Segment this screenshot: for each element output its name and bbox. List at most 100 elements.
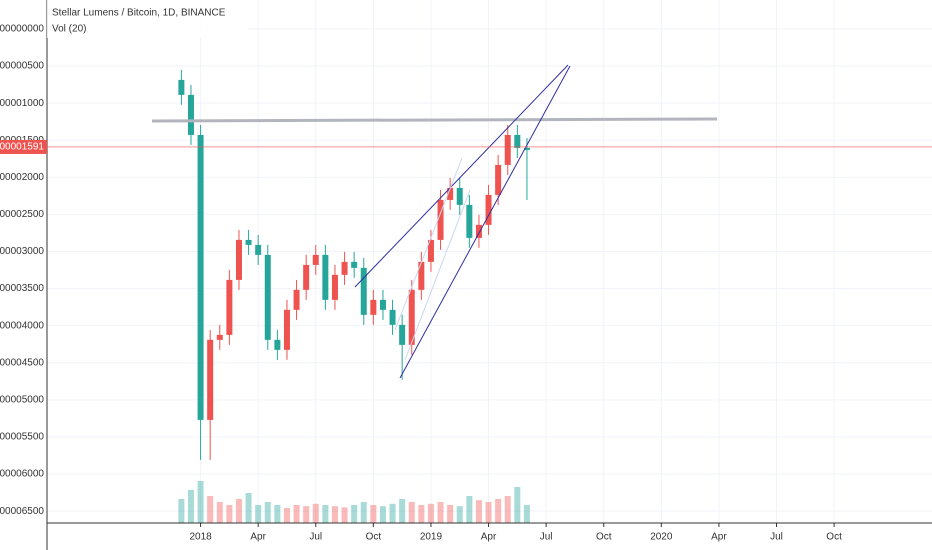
volume-bar bbox=[514, 487, 521, 523]
volume-label: Vol (20) bbox=[52, 24, 86, 35]
volume-bar bbox=[370, 505, 377, 523]
candle-body bbox=[216, 334, 223, 340]
y-tick-label: 0.00003500 bbox=[0, 283, 44, 294]
x-tick-label: Jul bbox=[540, 532, 553, 543]
volume-bar bbox=[351, 505, 358, 523]
candle-body bbox=[379, 299, 386, 310]
candle-body bbox=[235, 239, 242, 280]
candle-body bbox=[245, 239, 252, 245]
candle-body bbox=[504, 134, 511, 165]
volume-bar bbox=[283, 508, 290, 523]
volume-bar bbox=[341, 507, 348, 523]
candle-body bbox=[322, 254, 329, 300]
volume-bar bbox=[226, 505, 233, 523]
y-tick-label: 0.00003000 bbox=[0, 246, 44, 257]
volume-bar bbox=[303, 506, 310, 523]
candle-body bbox=[456, 187, 463, 205]
trend-line[interactable] bbox=[399, 65, 571, 379]
candle-body bbox=[331, 274, 338, 300]
candle-body bbox=[187, 94, 194, 135]
volume-bar bbox=[495, 499, 502, 523]
x-tick-label: Apr bbox=[481, 532, 497, 543]
candle-body bbox=[427, 239, 434, 262]
candle-body bbox=[341, 261, 348, 275]
y-tick-label: 0.00005500 bbox=[0, 432, 44, 443]
x-tick-label: Jul bbox=[309, 532, 322, 543]
trend-line[interactable] bbox=[404, 189, 471, 361]
volume-bar bbox=[293, 505, 300, 523]
chart-title: Stellar Lumens / Bitcoin, 1D, BINANCE bbox=[52, 8, 226, 19]
volume-bar bbox=[216, 502, 223, 523]
candle-body bbox=[514, 134, 521, 148]
candle-body bbox=[523, 147, 530, 150]
y-tick-label: 0.00000000 bbox=[0, 24, 44, 35]
y-tick-label: 0.00001000 bbox=[0, 98, 44, 109]
candle-body bbox=[207, 339, 214, 420]
y-tick-label: 0.00005000 bbox=[0, 394, 44, 405]
candle-body bbox=[408, 289, 415, 345]
candle-body bbox=[312, 254, 319, 265]
grid bbox=[47, 0, 932, 523]
volume-bar bbox=[178, 499, 185, 523]
x-tick-label: Apr bbox=[711, 532, 727, 543]
x-tick-label: 2020 bbox=[650, 532, 673, 543]
volume-bar bbox=[456, 506, 463, 523]
volume-bar bbox=[485, 502, 492, 523]
volume-bar bbox=[399, 499, 406, 523]
volume-bar bbox=[274, 505, 281, 523]
volume-bar bbox=[408, 502, 415, 523]
y-tick-label: 0.00006500 bbox=[0, 506, 44, 517]
volume-bar bbox=[187, 490, 194, 523]
volume-bar bbox=[322, 505, 329, 523]
horizontal-line[interactable] bbox=[151, 117, 718, 123]
candle-body bbox=[466, 204, 473, 238]
volume-bar bbox=[264, 502, 271, 523]
drawings bbox=[151, 64, 718, 379]
x-tick-label: 2018 bbox=[189, 532, 212, 543]
candle-body bbox=[418, 261, 425, 290]
volume-bar bbox=[245, 493, 252, 523]
volume-bar bbox=[504, 496, 511, 523]
x-tick-label: Apr bbox=[250, 532, 266, 543]
x-tick-label: Oct bbox=[366, 532, 382, 543]
volume-bar bbox=[379, 506, 386, 523]
y-tick-label: 0.00004500 bbox=[0, 357, 44, 368]
candle-body bbox=[360, 267, 367, 315]
candle-body bbox=[197, 134, 204, 420]
volume-bar bbox=[466, 496, 473, 523]
volume-bar bbox=[427, 503, 434, 523]
candle-body bbox=[437, 199, 444, 240]
volume-bar bbox=[331, 506, 338, 523]
volume-bar bbox=[447, 505, 454, 523]
y-tick-label: 0.00002000 bbox=[0, 172, 44, 183]
candle-body bbox=[351, 261, 358, 268]
candle-body bbox=[447, 187, 454, 200]
candle-body bbox=[178, 79, 185, 95]
candle-body bbox=[389, 309, 396, 325]
candle-body bbox=[255, 244, 262, 255]
volume-bar bbox=[255, 505, 262, 523]
candle-body bbox=[495, 164, 502, 195]
candle-body bbox=[485, 194, 492, 225]
candle-body bbox=[475, 224, 482, 238]
candle-body bbox=[399, 324, 406, 345]
volume-bar bbox=[197, 481, 204, 523]
candle-body bbox=[274, 339, 281, 350]
candle-body bbox=[370, 299, 377, 315]
last-price-label: 0.00001591 bbox=[0, 142, 44, 153]
candles bbox=[178, 69, 530, 523]
volume-bar bbox=[235, 499, 242, 523]
volume-bar bbox=[437, 502, 444, 523]
candle-body bbox=[283, 309, 290, 350]
y-tick-label: 0.00006000 bbox=[0, 469, 44, 480]
x-tick-label: Jul bbox=[770, 532, 783, 543]
y-tick-label: 0.00002500 bbox=[0, 209, 44, 220]
trend-line[interactable] bbox=[394, 157, 463, 331]
volume-bar bbox=[418, 505, 425, 523]
last-price-box bbox=[0, 139, 47, 154]
trend-line[interactable] bbox=[354, 64, 569, 288]
x-tick-label: 2019 bbox=[420, 532, 443, 543]
volume-bar bbox=[523, 505, 530, 523]
